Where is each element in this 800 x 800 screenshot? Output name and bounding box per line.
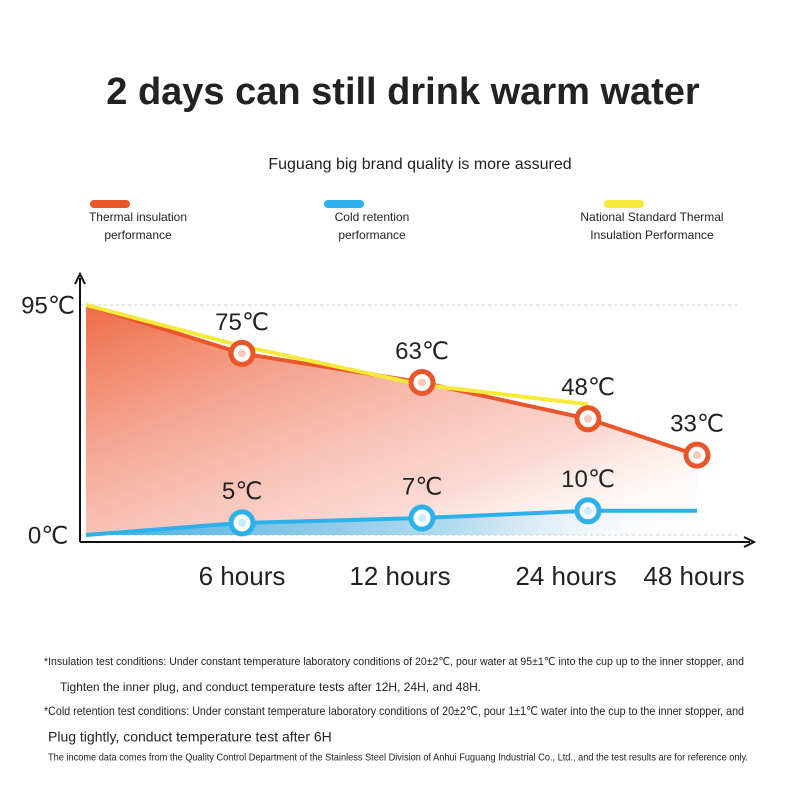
data-label: 33℃ [670, 410, 724, 437]
data-point-core [238, 518, 246, 527]
data-label: 5℃ [222, 478, 262, 505]
line [85, 303, 589, 407]
x-tick-label: 48 hours [643, 561, 744, 591]
footnote: The income data comes from the Quality C… [48, 753, 748, 764]
data-label: 48℃ [561, 374, 615, 401]
area [86, 305, 697, 535]
data-point-core [584, 414, 592, 423]
legend-swatch [604, 200, 644, 208]
data-point-core [238, 349, 246, 358]
footnote: Tighten the inner plug, and conduct temp… [60, 680, 481, 694]
data-point-core [693, 451, 701, 460]
y-tick-label: 95℃ [21, 292, 75, 319]
data-label: 63℃ [395, 338, 449, 365]
data-label: 7℃ [402, 473, 442, 500]
data-point-core [584, 506, 592, 515]
legend-swatch [90, 200, 130, 208]
plot: 75℃ 63℃ 48℃ 33℃ 5℃ 7℃ 10℃ [80, 303, 738, 537]
data-point-core [418, 378, 426, 387]
legend-swatch [324, 200, 364, 208]
chart-title: 2 days can still drink warm water [106, 71, 700, 113]
chart-subtitle: Fuguang big brand quality is more assure… [268, 156, 571, 173]
legend-label: Thermal insulation performance [89, 210, 187, 242]
data-label: 75℃ [215, 309, 269, 336]
footnote: *Insulation test conditions: Under const… [44, 656, 744, 668]
x-tick-label: 12 hours [349, 561, 450, 591]
notes: *Insulation test conditions: Under const… [44, 656, 748, 764]
legend-label: National Standard Thermal Insulation Perf… [580, 210, 723, 242]
data-label: 10℃ [561, 466, 615, 493]
x-tick-label: 6 hours [199, 561, 286, 591]
data-point-core [418, 514, 426, 523]
x-tick-label: 24 hours [515, 561, 616, 591]
legend-label: Cold retention performance [335, 210, 410, 242]
x-axis-arrow [743, 536, 757, 548]
footnote: Plug tightly, conduct temperature test a… [48, 729, 332, 745]
y-axis-arrow [74, 271, 86, 285]
y-tick-label: 0℃ [28, 522, 68, 549]
footnote: *Cold retention test conditions: Under c… [44, 704, 744, 718]
